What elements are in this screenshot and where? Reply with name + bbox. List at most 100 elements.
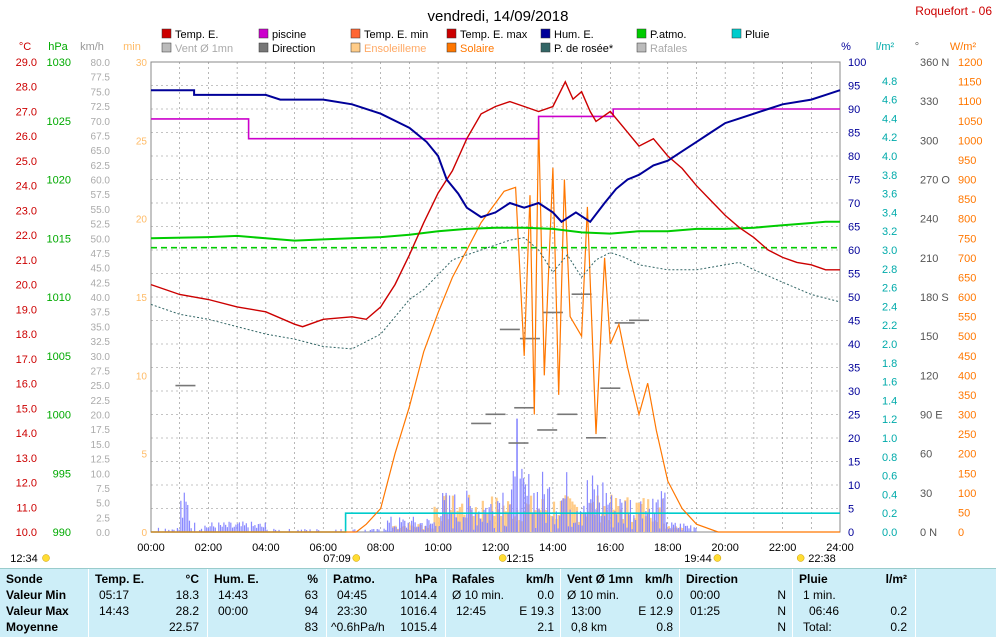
x-tick: 18:00 — [654, 542, 682, 554]
pct-tick: 5 — [848, 504, 854, 516]
noon-icon — [498, 554, 507, 562]
rain-tick: 3.2 — [882, 226, 897, 238]
rain-tick: 0.6 — [882, 471, 897, 483]
kmh-tick: 47.5 — [91, 249, 111, 260]
sunshine-bar — [428, 524, 432, 532]
wm2-tick: 800 — [958, 214, 976, 226]
col-temp: Temp. E. °C 05:17 18.3 14:43 28.2 22.57 — [88, 569, 207, 637]
dir-tick: 270 O — [920, 175, 950, 187]
sunshine-bar — [490, 496, 494, 532]
direction-mark — [499, 328, 520, 331]
rain-tick: 3.4 — [882, 207, 897, 219]
temp-tick: 22.0 — [16, 230, 37, 242]
pct-tick: 0 — [848, 527, 854, 539]
sunshine-bar — [438, 517, 441, 532]
rain-tick: 3.0 — [882, 245, 897, 257]
sunshine-bar — [552, 501, 556, 532]
temp-avg: 22.57 — [168, 620, 199, 634]
legend-label: Temp. E. — [175, 29, 218, 41]
hum-max: 94 — [304, 604, 318, 618]
plot-area — [150, 80, 841, 533]
vent-min-label: Ø 10 min. — [567, 588, 620, 602]
dir-tick: 210 — [920, 253, 938, 265]
sunshine-bar — [497, 509, 500, 532]
wm2-tick: 1100 — [958, 96, 982, 108]
hpa-tick: 995 — [53, 468, 71, 480]
kmh-tick: 45.0 — [91, 264, 111, 275]
patmo-unit: hPa — [414, 572, 437, 586]
legend-swatch — [540, 42, 551, 53]
direction-mark — [471, 422, 492, 425]
wm2-tick: 750 — [958, 233, 976, 245]
pct-tick: 10 — [848, 480, 860, 492]
vent-max: E 12.9 — [638, 604, 673, 618]
direction-mark — [542, 311, 563, 314]
pct-tick: 45 — [848, 316, 860, 328]
rain-tick: 1.8 — [882, 358, 897, 370]
hpa-tick: 1005 — [47, 351, 71, 363]
right-axis-unit: ° — [915, 41, 919, 53]
x-tick: 10:00 — [424, 542, 452, 554]
wm2-tick: 0 — [958, 527, 964, 539]
direction-mark — [614, 322, 635, 324]
dir-tick: 0 N — [920, 527, 937, 539]
wm2-tick: 250 — [958, 429, 976, 441]
sunshine-bar — [472, 516, 475, 532]
hpa-tick: 1020 — [47, 175, 71, 187]
stats-table: Sonde Valeur Min Valeur Max Moyenne Temp… — [0, 568, 996, 637]
x-tick: 06:00 — [309, 542, 337, 554]
legend-swatch — [258, 28, 269, 39]
sunshine-bar — [433, 506, 436, 532]
min-tick: 0 — [141, 528, 147, 539]
pct-tick: 90 — [848, 104, 860, 116]
rafales-min-label: Ø 10 min. — [452, 588, 505, 602]
wm2-tick: 500 — [958, 331, 976, 343]
kmh-tick: 67.5 — [91, 131, 111, 142]
wm2-tick: 1150 — [958, 77, 982, 89]
hpa-tick: 1015 — [47, 233, 71, 245]
wm2-tick: 100 — [958, 488, 976, 500]
kmh-tick: 12.5 — [91, 455, 111, 466]
patmo-avg: 1015.4 — [400, 620, 437, 634]
direction-mark — [585, 437, 606, 439]
dir-tick: 60 — [920, 449, 932, 461]
sunshine-bar — [550, 515, 553, 532]
legend-label: P. de rosée* — [554, 43, 614, 55]
row-max: Valeur Max — [6, 604, 69, 618]
rain-tick: 4.6 — [882, 95, 897, 107]
row-avg: Moyenne — [6, 620, 59, 634]
legend-swatch — [161, 28, 172, 39]
legend-swatch — [446, 28, 457, 39]
dir-tick: 90 E — [920, 410, 943, 422]
hpa-tick: 990 — [53, 527, 71, 539]
sunshine-bar — [670, 529, 673, 532]
rain-tick: 2.2 — [882, 320, 897, 332]
sunshine-bar — [500, 515, 503, 532]
sunshine-bar — [566, 496, 569, 532]
rafales-avg: 2.1 — [537, 620, 554, 634]
temperature-line — [150, 80, 840, 328]
temp-tick: 28.0 — [16, 82, 37, 94]
sunshine-bar — [449, 510, 452, 532]
col-empty — [915, 569, 996, 637]
pct-tick: 25 — [848, 410, 860, 422]
temp-tick: 19.0 — [16, 304, 37, 316]
sunshine-bar — [422, 529, 425, 532]
sunshine-bar — [477, 513, 480, 532]
sunshine-bar — [463, 514, 466, 532]
legend-swatch — [350, 42, 361, 53]
min-tick: 25 — [136, 136, 148, 147]
hum-min-time: 14:43 — [218, 588, 249, 602]
right-axis-unit: l/m² — [876, 41, 895, 53]
wm2-tick: 1000 — [958, 135, 982, 147]
temp-min-time: 05:17 — [99, 588, 130, 602]
sunshine-bar — [518, 520, 521, 532]
pressure-line — [150, 220, 840, 242]
wm2-tick: 900 — [958, 175, 976, 187]
legend-label: P.atmo. — [650, 29, 687, 41]
sunshine-bar — [656, 522, 659, 532]
patmo-min: 1014.4 — [400, 588, 437, 602]
kmh-tick: 35.0 — [91, 322, 111, 333]
sunshine-bar — [394, 525, 397, 532]
solar-line — [151, 120, 840, 533]
